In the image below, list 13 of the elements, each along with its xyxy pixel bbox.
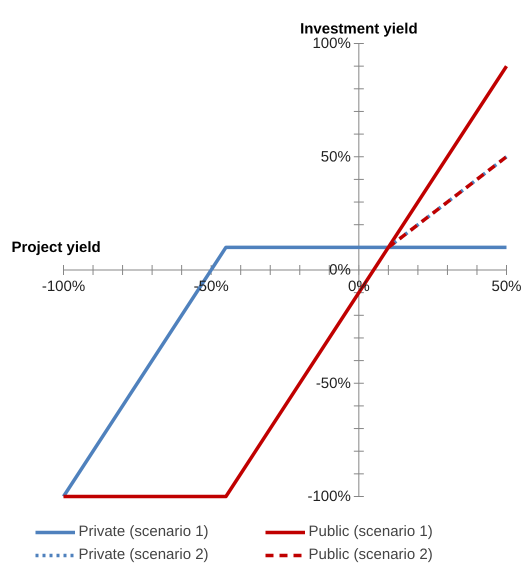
y-axis-title: Investment yield: [300, 20, 418, 38]
y-tick-label: -50%: [316, 374, 351, 392]
x-tick-label: -100%: [42, 278, 86, 295]
x-axis-title: Project yield: [12, 239, 101, 256]
legend-label: Public (scenario 2): [308, 546, 434, 563]
y-tick-label: -100%: [307, 488, 351, 505]
y-tick-label: 50%: [320, 148, 351, 166]
legend-label: Private (scenario 2): [78, 546, 210, 563]
legend-label: Private (scenario 1): [78, 523, 210, 540]
y-tick-label: 100%: [312, 35, 351, 52]
x-tick-label: 50%: [491, 278, 522, 295]
y-tick-label: 0%: [329, 262, 351, 278]
legend-label: Public (scenario 1): [308, 523, 434, 540]
